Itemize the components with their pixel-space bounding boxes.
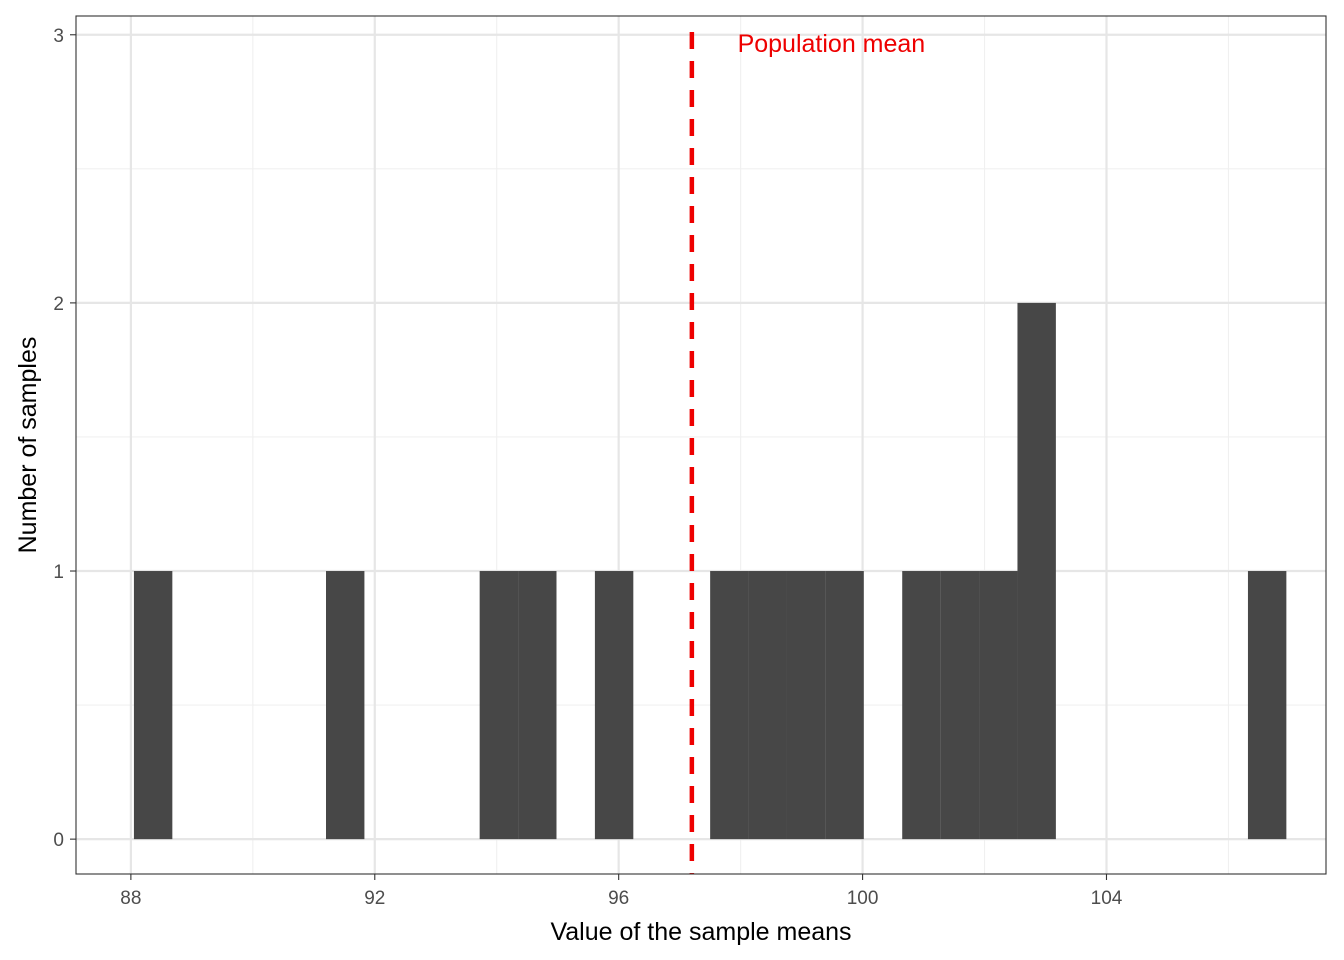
y-tick-label: 2: [53, 294, 64, 315]
y-tick-label: 1: [53, 562, 64, 583]
reference-line-group: Population mean: [689, 30, 926, 874]
histogram-bar: [825, 571, 864, 840]
histogram-bar: [479, 571, 519, 840]
y-axis-label: Number of samples: [14, 337, 42, 554]
histogram-bar: [326, 571, 365, 840]
histogram-bar: [786, 571, 826, 840]
histogram-bar: [748, 571, 787, 840]
histogram-bars: [133, 302, 1287, 840]
histogram-bar: [133, 571, 173, 840]
histogram-bar: [979, 571, 1018, 840]
histogram-bar: [940, 571, 980, 840]
histogram-bar: [902, 571, 941, 840]
y-tick-label: 3: [53, 26, 64, 47]
x-tick-label: 96: [608, 888, 629, 909]
x-tick-label: 88: [120, 888, 141, 909]
histogram-bar: [1247, 571, 1287, 840]
x-tick-label: 104: [1091, 888, 1123, 909]
x-tick-label: 92: [364, 888, 385, 909]
y-axis-ticks: 0 1 2 3: [53, 26, 76, 851]
x-axis-ticks: 88 92 96 100 104: [120, 874, 1123, 909]
y-tick-label: 0: [53, 830, 64, 851]
x-tick-label: 100: [847, 888, 879, 909]
histogram-bar: [518, 571, 557, 840]
histogram-bar: [710, 571, 749, 840]
panel-border: [75, 15, 1327, 875]
histogram-bar: [1017, 302, 1056, 840]
histogram-bar: [594, 571, 634, 840]
x-axis-label: Value of the sample means: [550, 918, 851, 946]
population-mean-label: Population mean: [738, 30, 926, 58]
grid-lines: [76, 16, 1326, 874]
